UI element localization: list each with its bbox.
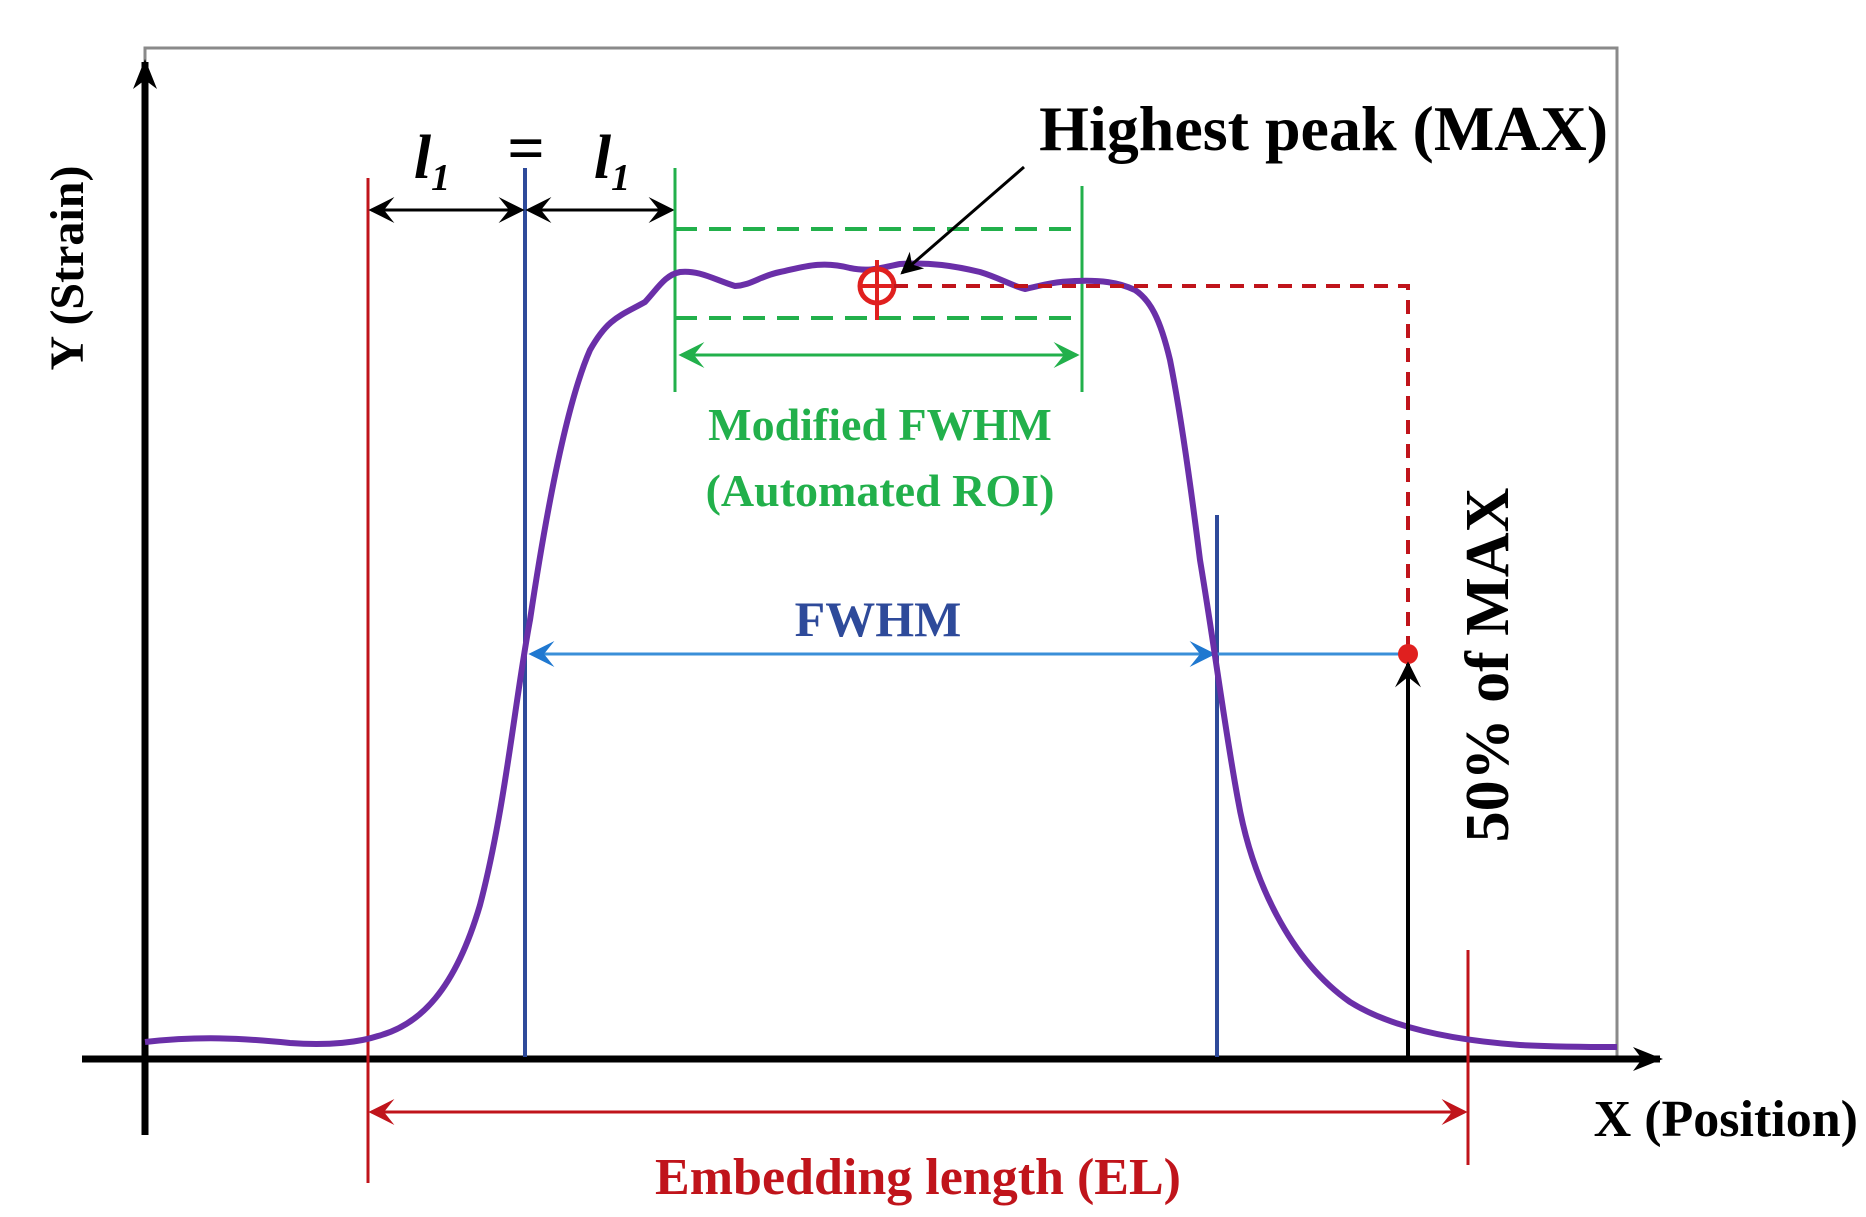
offset-label-right: l1 [594, 124, 630, 199]
offset-label-left: l1 [414, 124, 450, 199]
modified-fwhm-label-line2: (Automated ROI) [706, 465, 1055, 516]
offset-subscript-right: 1 [611, 157, 630, 199]
fwhm-label: FWHM [795, 591, 962, 647]
offset-subscript-left: 1 [431, 157, 450, 199]
half-max-label: 50% of MAX [1454, 487, 1522, 842]
half-max-point [1398, 644, 1418, 664]
peak-label: Highest peak (MAX) [1039, 93, 1608, 164]
equals-sign: = [507, 112, 545, 185]
y-axis-label: Y (Strain) [41, 166, 94, 371]
peak-to-half-max-dashed [894, 284, 1410, 654]
x-axis-label: X (Position) [1594, 1091, 1858, 1148]
plot-frame [143, 46, 1619, 1057]
modified-fwhm-label-line1: Modified FWHM [708, 399, 1052, 450]
embedding-length-label: Embedding length (EL) [655, 1149, 1181, 1206]
peak-pointer-arrow [900, 165, 1025, 275]
offset-symbol-right: l [594, 124, 612, 192]
offset-symbol-left: l [414, 124, 432, 192]
